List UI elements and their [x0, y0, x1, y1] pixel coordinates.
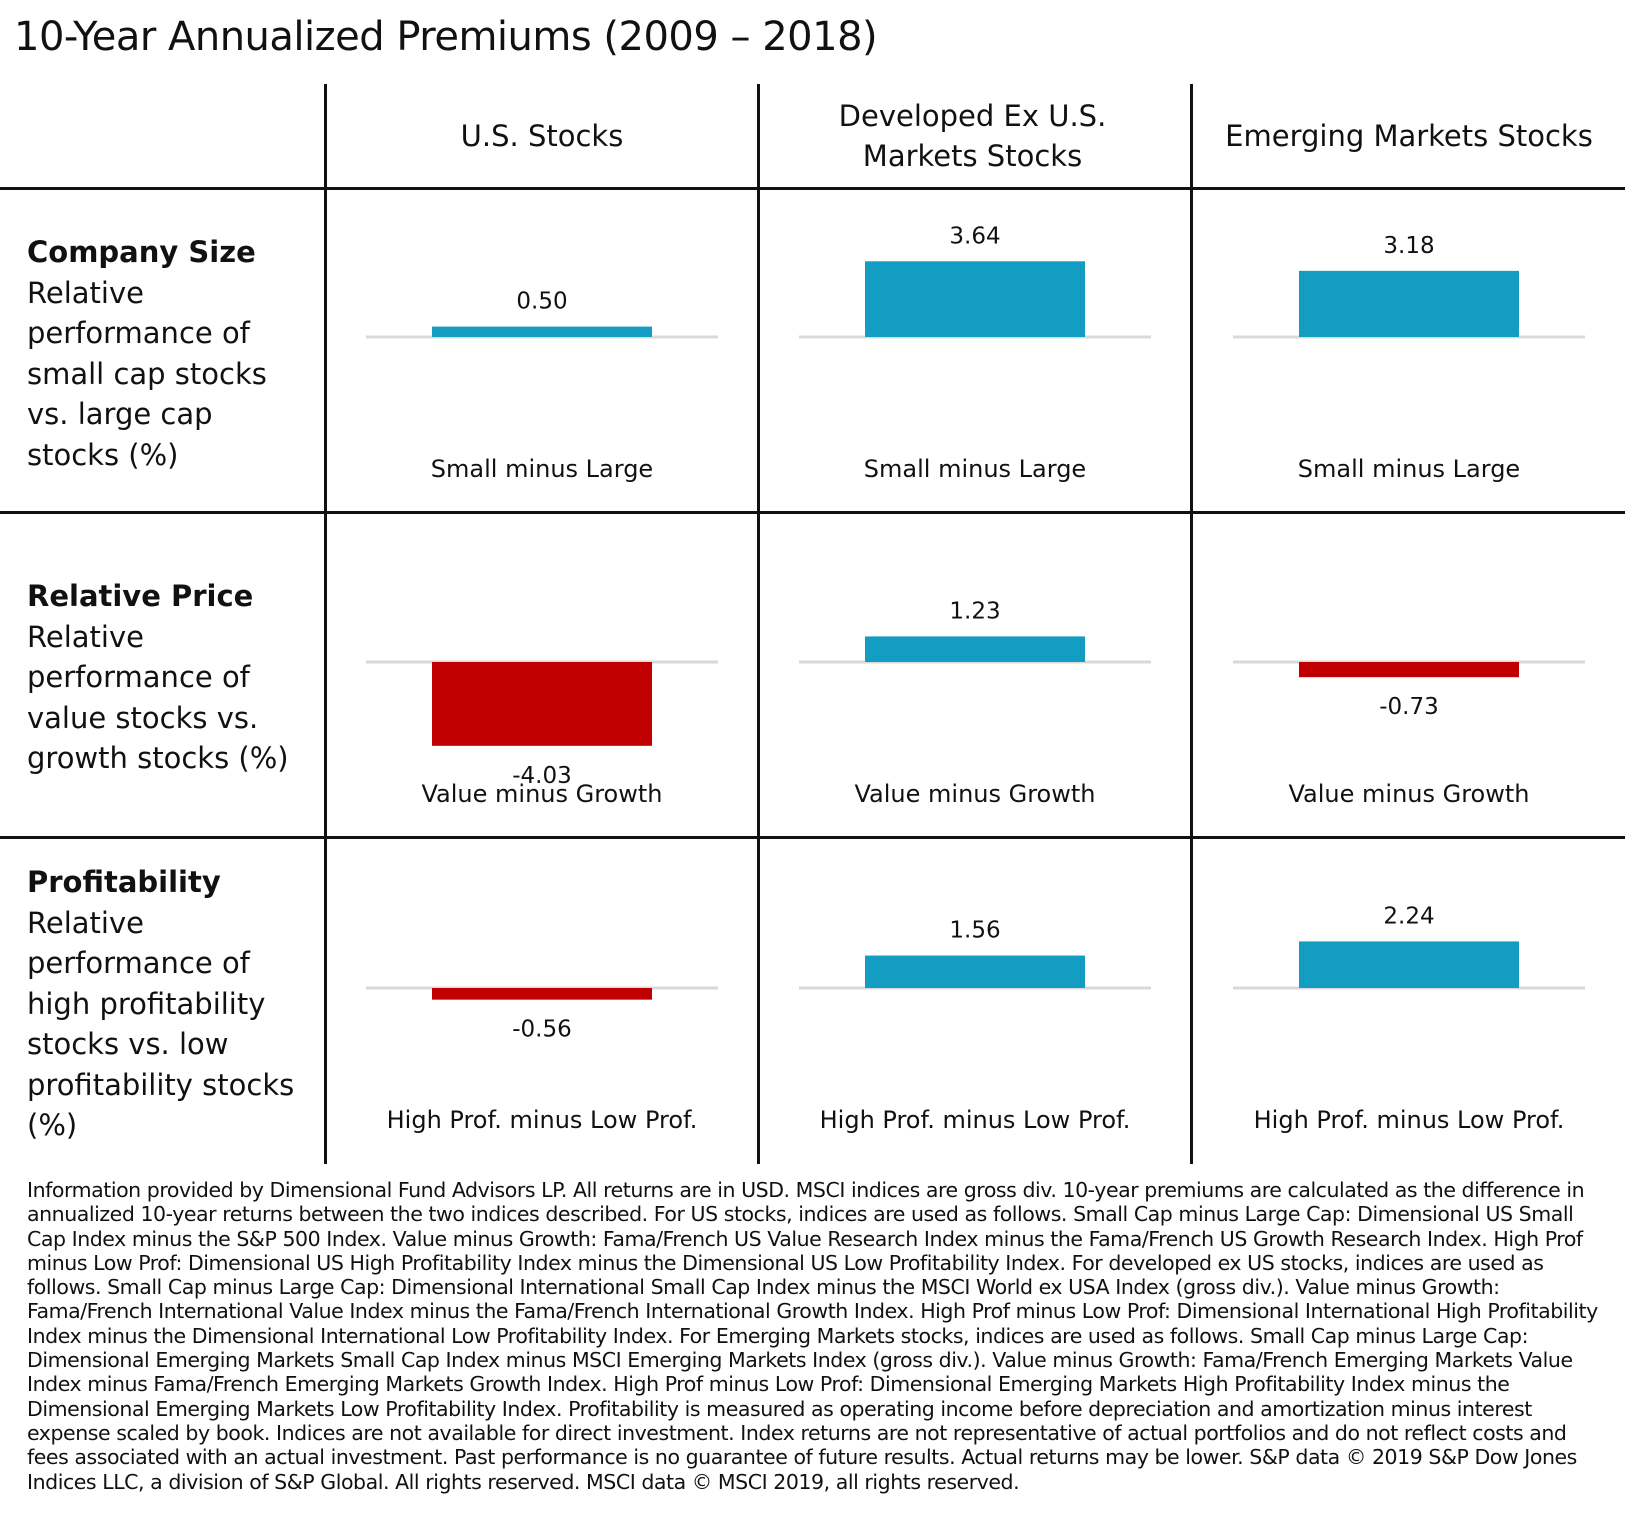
- data-label: 0.50: [516, 289, 567, 315]
- category-label: Value minus Growth: [421, 780, 662, 808]
- category-label: Value minus Growth: [1288, 780, 1529, 808]
- data-label: 2.24: [1383, 903, 1434, 929]
- category-label: High Prof. minus Low Prof.: [1254, 1106, 1565, 1134]
- data-label: 1.56: [949, 918, 1000, 944]
- data-label: 1.23: [949, 598, 1000, 624]
- data-label: -4.03: [512, 763, 572, 789]
- column-divider-1: [324, 84, 327, 1164]
- column-header-developed-ex-us: Developed Ex U.S. Markets Stocks: [838, 99, 1107, 173]
- row-title: Profitability: [27, 865, 221, 899]
- category-label: Small minus Large: [1298, 455, 1520, 483]
- category-label: High Prof. minus Low Prof.: [820, 1106, 1131, 1134]
- column-header-emerging-markets: Emerging Markets Stocks: [1225, 119, 1593, 153]
- category-label: Small minus Large: [431, 455, 653, 483]
- category-label: High Prof. minus Low Prof.: [387, 1106, 698, 1134]
- bar: [1299, 941, 1519, 988]
- row-header-company-size: Company Size Relative performance of sma…: [27, 232, 312, 475]
- row-header-relative-price: Relative Price Relative performance of v…: [27, 576, 312, 779]
- category-label: Value minus Growth: [854, 780, 1095, 808]
- row-divider-2: [0, 836, 1625, 839]
- row-title: Company Size: [27, 235, 256, 269]
- row-title: Relative Price: [27, 579, 254, 613]
- header-divider: [0, 187, 1625, 190]
- footnote: Information provided by Dimensional Fund…: [27, 1178, 1598, 1494]
- row-header-profitability: Profitability Relative performance of hi…: [27, 862, 312, 1146]
- row-description: Relative performance of value stocks vs.…: [27, 619, 289, 776]
- row-description: Relative performance of high profitabili…: [27, 905, 295, 1143]
- data-label: -0.73: [1379, 694, 1439, 720]
- column-header-us-stocks: U.S. Stocks: [460, 119, 624, 153]
- category-label: Small minus Large: [864, 455, 1086, 483]
- bar: [865, 261, 1085, 337]
- data-label: -0.56: [512, 1017, 572, 1043]
- bar: [432, 326, 652, 337]
- row-divider-1: [0, 511, 1625, 514]
- row-description: Relative performance of small cap stocks…: [27, 275, 267, 472]
- page-title: 10-Year Annualized Premiums (2009 – 2018…: [14, 14, 878, 60]
- bar: [432, 988, 652, 1000]
- column-divider-3: [1190, 84, 1193, 1164]
- column-divider-2: [757, 84, 760, 1164]
- bar: [1299, 270, 1519, 337]
- bar: [865, 955, 1085, 988]
- data-label: 3.18: [1383, 233, 1434, 259]
- bar: [865, 636, 1085, 662]
- bar: [1299, 662, 1519, 678]
- bar: [432, 662, 652, 746]
- data-label: 3.64: [949, 223, 1000, 249]
